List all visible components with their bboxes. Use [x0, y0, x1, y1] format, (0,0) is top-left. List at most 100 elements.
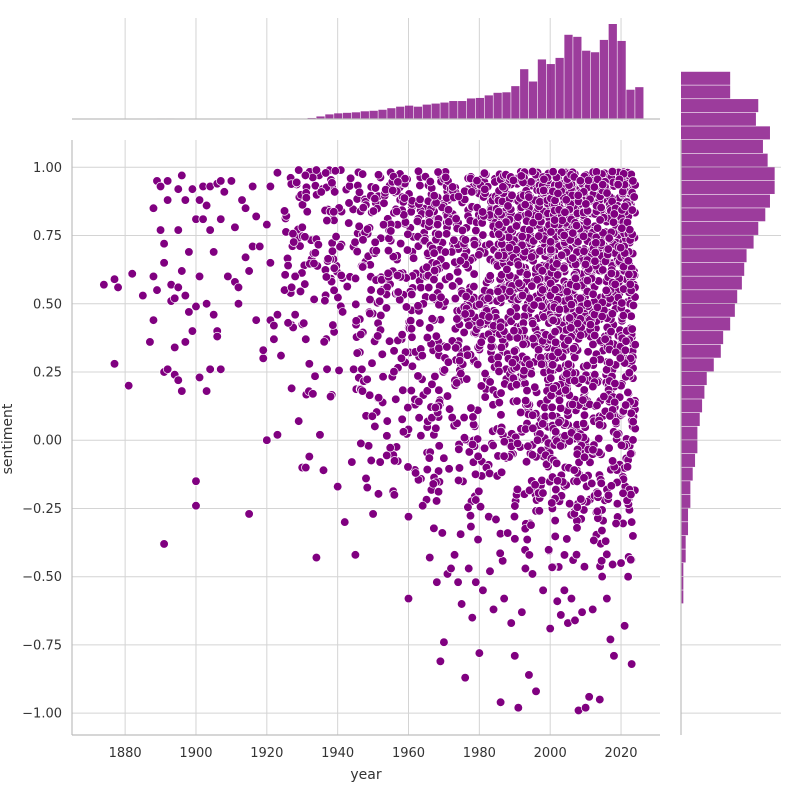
scatter-point: [488, 440, 498, 451]
scatter-point: [251, 211, 261, 222]
scatter-point: [625, 225, 635, 235]
scatter-point: [610, 378, 620, 389]
scatter-point: [477, 207, 488, 217]
scatter-point: [347, 457, 357, 467]
scatter-point: [289, 237, 299, 247]
scatter-point: [429, 248, 439, 258]
scatter-point: [403, 402, 413, 413]
scatter-point: [418, 501, 428, 511]
scatter-point: [127, 269, 137, 279]
scatter-point: [109, 359, 120, 369]
marginal-x-bar: [351, 112, 361, 119]
scatter-point: [109, 274, 120, 284]
scatter-point: [606, 268, 617, 279]
scatter-point: [522, 269, 532, 280]
x-tick-label: 2020: [604, 746, 637, 761]
scatter-point: [396, 353, 407, 363]
scatter-point: [483, 293, 493, 303]
scatter-point: [444, 404, 455, 414]
scatter-point: [373, 170, 384, 180]
scatter-point: [559, 263, 569, 273]
scatter-point: [442, 391, 453, 401]
scatter-point: [310, 248, 320, 258]
marginal-x-bar: [449, 101, 458, 119]
scatter-point: [453, 191, 464, 202]
scatter-point: [612, 499, 623, 509]
scatter-point: [577, 374, 587, 384]
scatter-point: [290, 271, 300, 282]
marginal-x-bar: [422, 104, 431, 119]
scatter-point: [450, 293, 461, 304]
scatter-point: [575, 330, 586, 340]
scatter-point: [370, 237, 380, 247]
scatter-point: [415, 180, 425, 191]
y-tick-label: −0.25: [22, 502, 62, 517]
marginal-x-bar: [608, 24, 617, 119]
marginal-y-bar: [681, 576, 684, 590]
scatter-point: [627, 517, 637, 527]
scatter-point: [383, 268, 393, 278]
scatter-point: [288, 229, 298, 239]
scatter-point: [427, 379, 437, 389]
scatter-point: [269, 320, 279, 331]
scatter-point: [547, 411, 557, 421]
scatter-point: [622, 462, 633, 472]
scatter-point: [173, 375, 183, 385]
scatter-point: [350, 550, 361, 560]
scatter-point: [391, 394, 401, 404]
y-tick-label: 1.00: [33, 161, 62, 176]
scatter-point: [244, 509, 254, 519]
scatter-point: [381, 303, 392, 313]
scatter-point: [368, 509, 378, 519]
scatter-point: [209, 247, 219, 257]
scatter-point: [562, 287, 572, 297]
marginal-y-bar: [681, 331, 724, 345]
scatter-point: [331, 231, 341, 242]
scatter-point: [529, 300, 539, 310]
scatter-point: [205, 364, 215, 374]
scatter-point: [592, 223, 603, 233]
scatter-point: [201, 200, 212, 211]
scatter-point: [444, 272, 455, 282]
y-tick-label: −0.50: [22, 570, 62, 585]
scatter-point: [603, 490, 614, 500]
scatter-point: [403, 229, 413, 239]
scatter-point: [446, 563, 456, 574]
scatter-point: [598, 179, 608, 190]
scatter-point: [512, 438, 523, 449]
scatter-point: [389, 367, 399, 377]
scatter-point: [403, 593, 414, 604]
scatter-point: [527, 450, 538, 460]
scatter-point: [538, 585, 548, 595]
scatter-point: [258, 353, 268, 363]
scatter-point: [590, 256, 600, 266]
scatter-point: [414, 396, 424, 407]
scatter-point: [625, 279, 635, 289]
scatter-point: [389, 456, 400, 466]
scatter-point: [406, 316, 416, 326]
scatter-point: [561, 195, 571, 205]
scatter-point: [436, 292, 446, 302]
scatter-point: [626, 311, 636, 321]
scatter-point: [610, 279, 620, 289]
scatter-point: [403, 512, 414, 522]
scatter-point: [155, 225, 166, 235]
scatter-point: [493, 286, 503, 297]
marginal-x-bar: [431, 103, 440, 119]
scatter-point: [588, 381, 598, 392]
scatter-point: [251, 315, 261, 325]
scatter-point: [439, 637, 449, 647]
scatter-point: [546, 245, 556, 255]
scatter-point: [548, 360, 558, 370]
scatter-point: [453, 267, 463, 277]
scatter-point: [403, 462, 413, 472]
scatter-point: [576, 494, 586, 504]
scatter-point: [604, 357, 615, 368]
scatter-point: [424, 453, 434, 463]
scatter-point: [286, 282, 297, 293]
marginal-y-bar: [681, 317, 731, 331]
x-tick-label: 1880: [109, 746, 142, 761]
scatter-point: [471, 225, 481, 236]
scatter-point: [572, 318, 583, 329]
scatter-point: [297, 200, 308, 210]
